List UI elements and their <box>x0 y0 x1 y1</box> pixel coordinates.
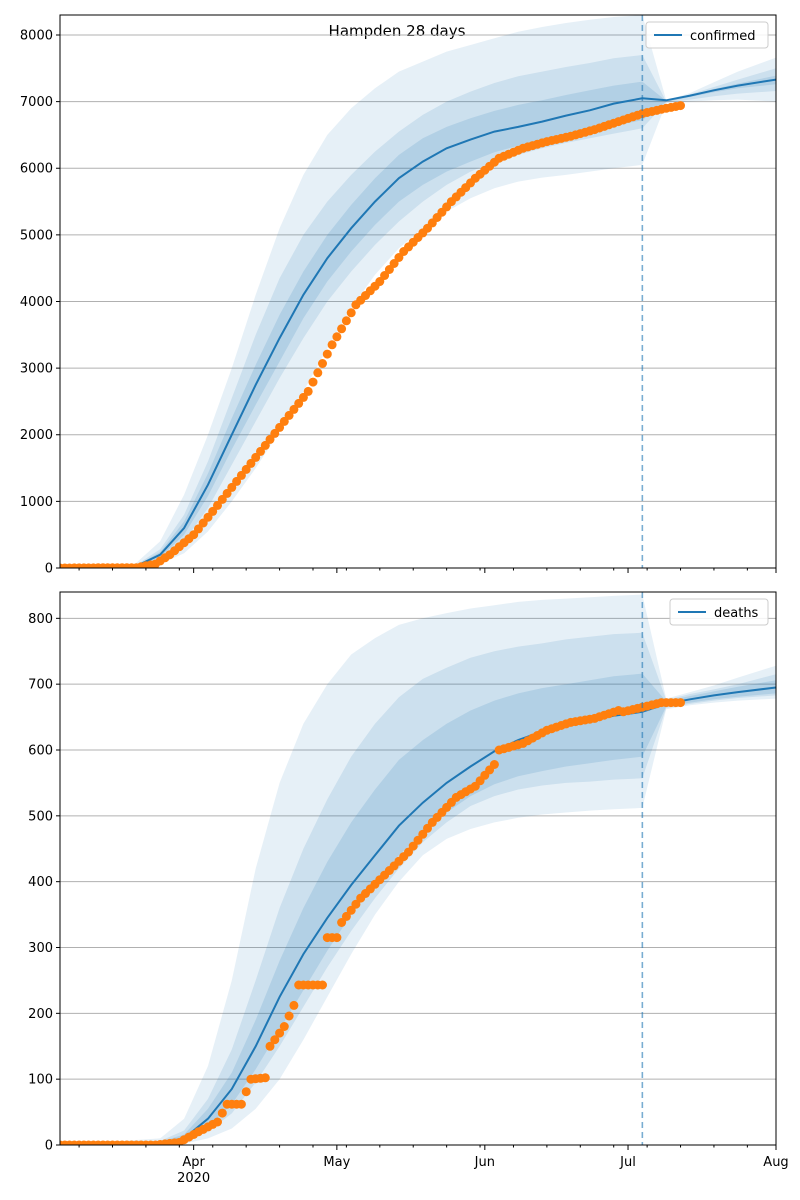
y-tick-label: 0 <box>45 1139 53 1154</box>
x-tick-label: Aug <box>763 1155 788 1170</box>
observed-point <box>346 905 356 915</box>
band-inner <box>60 673 776 1145</box>
observed-point <box>346 308 356 318</box>
y-tick-label: 5000 <box>20 228 53 243</box>
band-outer <box>60 594 776 1145</box>
observed-point <box>208 506 218 516</box>
observed-point <box>232 476 242 486</box>
observed-point <box>322 349 332 359</box>
observed-point <box>332 332 342 342</box>
x-tick-label: Apr <box>182 1155 205 1170</box>
y-tick-label: 500 <box>28 809 53 824</box>
plot-area <box>60 594 776 1145</box>
observed-point <box>213 1117 222 1127</box>
y-tick-label: 6000 <box>20 162 53 177</box>
y-tick-label: 4000 <box>20 295 53 310</box>
confirmed-panel: 0 1000 2000 3000 4000 5000 6000 7000 8000 confirm… <box>20 14 777 577</box>
observed-point <box>318 359 327 368</box>
observed-point <box>217 494 227 504</box>
observed-point <box>289 404 299 414</box>
y-tick-label: 1000 <box>20 495 53 510</box>
observed-point <box>270 1035 280 1045</box>
observed-point <box>260 1073 270 1083</box>
observed-point <box>298 392 308 402</box>
observed-point <box>236 470 246 480</box>
y-tick-label: 700 <box>28 678 53 693</box>
band-middle <box>60 632 776 1145</box>
observed-point <box>394 253 404 262</box>
observed-point <box>265 434 275 444</box>
observed-point <box>318 980 327 990</box>
x-tick-label: May <box>323 1155 350 1170</box>
observed-point <box>241 1087 251 1097</box>
observed-point <box>275 1028 285 1038</box>
observed-point <box>380 271 390 280</box>
observed-point <box>337 918 347 927</box>
plot-area <box>60 15 776 568</box>
y-tick-label: 200 <box>28 1007 53 1022</box>
legend-box <box>669 598 769 626</box>
observed-point <box>308 377 318 387</box>
axes-frame <box>59 14 777 569</box>
observed-point <box>389 259 399 268</box>
observed-point <box>270 428 280 438</box>
observed-point <box>375 277 385 286</box>
observed-point <box>676 698 685 708</box>
observed-point <box>341 316 351 326</box>
y-tick-label: 800 <box>28 612 53 627</box>
band-inner <box>60 75 776 568</box>
observed-point <box>279 416 289 426</box>
y-tick-label: 3000 <box>20 362 53 377</box>
observed-point <box>236 1099 246 1109</box>
observed-point <box>213 500 222 510</box>
band-outer <box>60 15 776 568</box>
observed-point <box>227 482 237 492</box>
observed-point <box>256 446 265 456</box>
observed-point <box>341 911 351 921</box>
observed-point <box>313 368 323 378</box>
axes-frame <box>59 591 777 1146</box>
y-tick-label: 600 <box>28 744 53 759</box>
median-line <box>60 78 776 568</box>
y-tick-label: 2000 <box>20 428 53 443</box>
observed-point <box>676 101 685 111</box>
observed-point <box>332 933 342 943</box>
x-tick-label: Jun <box>474 1155 495 1170</box>
x-tick-label: 2020 <box>177 1171 210 1186</box>
x-tick-label: Jul <box>619 1155 636 1170</box>
observed-point <box>251 452 261 462</box>
legend-box <box>645 21 769 49</box>
observed-point <box>303 386 313 396</box>
y-tick-label: 400 <box>28 875 53 890</box>
observed-point <box>327 340 337 350</box>
observed-point <box>284 1011 294 1021</box>
observed-point <box>351 899 361 909</box>
observed-point <box>337 324 347 334</box>
y-tick-label: 300 <box>28 941 53 956</box>
observed-point <box>289 1000 299 1010</box>
legend-label: confirmed <box>690 29 756 44</box>
y-tick-label: 100 <box>28 1073 53 1088</box>
band-middle <box>60 55 776 568</box>
chart-title: Hampden 28 days <box>329 22 466 40</box>
observed-point <box>279 1022 289 1031</box>
observed-point <box>246 458 256 468</box>
observed-point <box>284 410 294 420</box>
observed-point <box>265 1041 275 1051</box>
y-tick-label: 0 <box>45 562 53 577</box>
observed-point <box>217 1108 227 1118</box>
legend-label: deaths <box>714 606 759 621</box>
observed-point <box>489 760 499 769</box>
y-tick-label: 7000 <box>20 95 53 110</box>
y-tick-label: 8000 <box>20 28 53 43</box>
